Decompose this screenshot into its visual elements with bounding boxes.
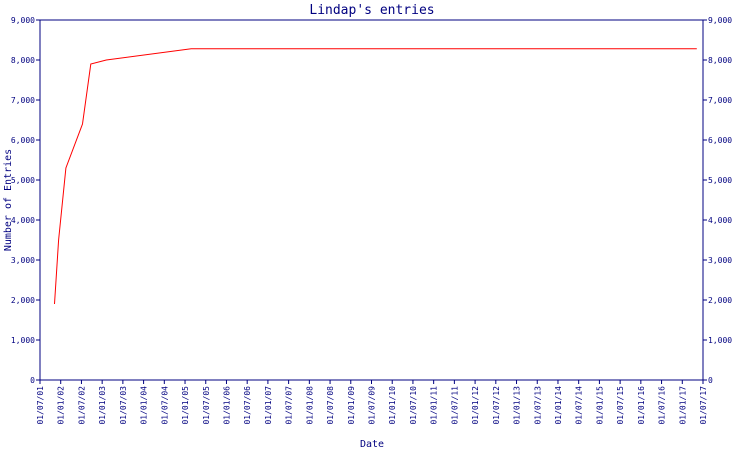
x-tick-label: 01/07/09 <box>368 386 377 425</box>
x-tick-label: 01/07/11 <box>450 386 459 425</box>
x-axis-label: Date <box>360 439 384 450</box>
y-tick-label-right: 3,000 <box>708 256 732 265</box>
y-tick-label-right: 8,000 <box>708 56 732 65</box>
x-tick-label: 01/01/16 <box>637 386 646 425</box>
x-tick-label: 01/01/04 <box>140 386 149 425</box>
series-layer <box>54 48 697 305</box>
y-tick-label-left: 0 <box>30 376 35 385</box>
x-tick-label: 01/07/03 <box>119 386 128 425</box>
x-tick-label: 01/01/15 <box>595 386 604 425</box>
y-tick-label-right: 0 <box>708 376 713 385</box>
x-tick-label: 01/07/08 <box>326 386 335 425</box>
y-tick-label-left: 8,000 <box>11 56 35 65</box>
y-tick-label-right: 4,000 <box>708 216 732 225</box>
x-tick-label: 01/07/12 <box>492 386 501 425</box>
x-tick-label: 01/01/05 <box>181 386 190 425</box>
x-tick-label: 01/07/01 <box>36 386 45 425</box>
x-tick-label: 01/01/12 <box>471 386 480 425</box>
x-tick-label: 01/01/06 <box>222 386 231 425</box>
y-tick-label-left: 9,000 <box>11 16 35 25</box>
y-tick-label-left: 1,000 <box>11 336 35 345</box>
x-axis: 01/07/01 01/01/02 01/07/02 01/01/03 01/07/03… <box>36 380 708 425</box>
y-tick-label-left: 3,000 <box>11 256 35 265</box>
x-tick-label: 01/07/05 <box>202 386 211 425</box>
x-tick-label: 01/01/13 <box>513 386 522 425</box>
y-tick-label-right: 1,000 <box>708 336 732 345</box>
y-tick-label-left: 5,000 <box>11 176 35 185</box>
x-tick-label: 01/07/17 <box>699 386 708 425</box>
x-tick-label: 01/01/17 <box>678 386 687 425</box>
x-tick-label: 01/01/14 <box>554 386 563 425</box>
x-tick-label: 01/07/07 <box>285 386 294 425</box>
x-tick-label: 01/01/03 <box>98 386 107 425</box>
y-tick-label-left: 6,000 <box>11 136 35 145</box>
x-tick-label: 01/01/09 <box>347 386 356 425</box>
y-tick-label-left: 2,000 <box>11 296 35 305</box>
x-tick-label: 01/01/08 <box>305 386 314 425</box>
y-tick-label-right: 6,000 <box>708 136 732 145</box>
x-tick-label: 01/01/07 <box>264 386 273 425</box>
y-tick-label-left: 7,000 <box>11 96 35 105</box>
x-tick-label: 01/07/06 <box>243 386 252 425</box>
y-axis-left: 0 1,000 2,000 3,000 4,000 5,000 6,000 7,000 8,00… <box>11 16 40 385</box>
y-tick-label-left: 4,000 <box>11 216 35 225</box>
x-tick-label: 01/07/10 <box>409 386 418 425</box>
x-tick-label: 01/07/13 <box>533 386 542 425</box>
series-line <box>54 48 697 305</box>
x-tick-label: 01/07/16 <box>658 386 667 425</box>
plot-frame <box>39 19 704 381</box>
x-tick-label: 01/07/02 <box>77 386 86 425</box>
y-tick-label-right: 9,000 <box>708 16 732 25</box>
y-axis-label: Number of Entries <box>3 149 14 251</box>
x-tick-label: 01/07/04 <box>160 386 169 425</box>
y-tick-label-right: 5,000 <box>708 176 732 185</box>
x-tick-label: 01/07/15 <box>616 386 625 425</box>
x-tick-label: 01/07/14 <box>575 386 584 425</box>
y-tick-label-right: 2,000 <box>708 296 732 305</box>
y-tick-label-right: 7,000 <box>708 96 732 105</box>
x-tick-label: 01/01/10 <box>388 386 397 425</box>
chart-title: Lindap's entries <box>309 3 434 18</box>
x-tick-label: 01/01/11 <box>430 386 439 425</box>
x-tick-label: 01/01/02 <box>57 386 66 425</box>
y-axis-right: 0 1,000 2,000 3,000 4,000 5,000 6,000 7,000 8,00… <box>703 16 732 385</box>
